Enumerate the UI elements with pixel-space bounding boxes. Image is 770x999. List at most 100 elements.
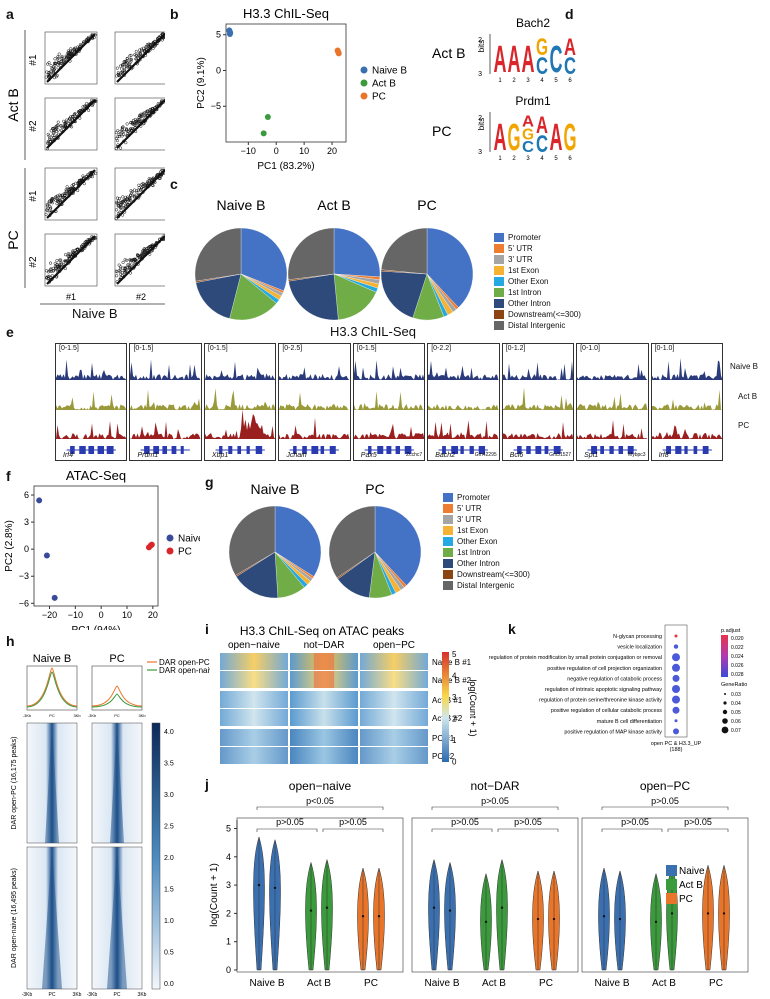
go-dot [672,663,680,672]
scatter-point [73,248,77,252]
gene-exon [395,446,400,454]
ratio-tick: 0.04 [731,701,741,707]
density-diagonal [116,99,165,149]
violin-x-label: PC [364,978,378,989]
gene-exon [591,446,598,454]
scatter-point [119,203,123,207]
scatter-point [50,67,54,71]
motif-row-label: PC [432,123,451,139]
gene-exon [404,446,412,454]
heatmap-x-tick: 3Kb [138,992,147,998]
scatter-point [142,247,146,251]
point-naive-b [51,594,58,601]
colorbar-tick: 0.0 [164,981,174,988]
scatter-point [46,270,51,274]
go-dot [672,685,680,693]
locus-range: [0-1.0] [654,345,675,352]
x-tick-label: 0 [274,146,279,156]
signal-naive [353,360,425,380]
scatter-point [60,57,64,61]
violin-x-label: Naive B [594,978,629,989]
dotplot-xcount: (188) [670,747,683,753]
scatter-point [126,263,130,267]
y-tick-label: 2 [226,908,231,918]
scatter-point [123,271,127,275]
motif-position: 2 [512,78,516,84]
locus-panel: [0-1.5] Pax5 Zcchc7 [352,343,426,461]
gene-name: Irf8 [658,452,669,459]
scatter-point [139,112,143,116]
scatter-point [48,136,52,140]
violin-x-label: PC [709,978,723,989]
gene-exon [553,446,561,454]
panel-label-c: c [170,176,178,192]
legend-item: 1st Exon [494,265,581,276]
ratio-dot [722,718,728,724]
gene-exon [320,446,325,454]
scatter-point [46,277,50,281]
scatter-point [115,270,119,274]
go-dot [672,695,680,704]
go-term: mature B cell differentiation [597,719,662,725]
profile-x-tick: PC [49,713,55,718]
padj-tick: 0.020 [731,636,744,642]
heatmap-row-label: Naive B #2 [432,676,472,685]
legend-item: 5' UTR [443,503,530,514]
gene-exon [162,446,168,454]
rep-label: #2 [28,120,39,132]
motif-letter-G: G [522,126,534,143]
go-dot [672,653,680,662]
scatter-point [82,40,86,44]
gene-name-secondary: Zcchc7 [406,452,423,458]
heatmap-core [45,723,59,843]
colorbar-tick: 0 [452,758,457,767]
point-naive-b [43,552,50,559]
annotation-pies-chil: Naive B Act B PC [194,197,474,321]
gene-exon [218,446,223,454]
locus-range: [0-1.2] [505,345,526,352]
heat-cell [360,653,428,670]
motif-letter-C: C [550,39,563,81]
pca-chil-scatter: H3.3 ChIL-Seq −10 0 10 20 −5 0 5 PC1 (83.2%) PC2 … [196,6,407,172]
motif-position: 5 [554,156,558,162]
scatter-point [79,244,83,248]
scatter-point [51,67,55,71]
stat-bracket [667,828,729,832]
scatter-point [63,267,67,271]
scatter-point [114,74,119,78]
panel-label-k: k [508,621,516,637]
legend-item: Downstream(<=300) [443,569,530,580]
motif-tick: 3 [478,149,482,156]
scatter-point [119,205,123,210]
heat-cell [290,709,358,726]
go-term: regulation of protein serine/threonine k… [539,698,662,704]
gene-name: Bcl6 [509,452,524,459]
go-dot [672,674,680,682]
scatter-point [63,124,67,128]
atac-heatmaps: Naive B -3Kb PC 3Kb -3Kb PC 3Kb PC -3Kb PC 3Kb -3Kb… [11,653,210,998]
scatter-point [76,181,80,185]
scatter-point [117,135,121,139]
legend-swatch [443,526,453,535]
scatter-cell-4 [44,167,98,221]
y-tick-label: 5 [216,30,221,40]
density-diagonal [46,235,96,285]
gene-exon [171,446,177,454]
signal-naive [577,363,648,380]
legend-label: 3' UTR [508,255,533,264]
legend-item: Other Intron [443,558,530,569]
scatter-point [74,181,78,185]
legend-swatch [666,879,677,890]
scatter-point [119,201,123,205]
padj-bar [721,635,728,677]
motif-tick: 3 [478,71,482,78]
scatter-point [46,206,50,210]
signal-naive [428,360,499,380]
legend-label: Downstream(<=300) [508,310,581,319]
legend-item: 1st Exon [443,525,530,536]
density-diagonal [46,169,96,219]
locus-range: [0-1.5] [133,345,154,352]
y-tick-label: 0 [24,544,29,554]
scatter-point [120,67,124,71]
legend-label: 1st Intron [508,288,542,297]
